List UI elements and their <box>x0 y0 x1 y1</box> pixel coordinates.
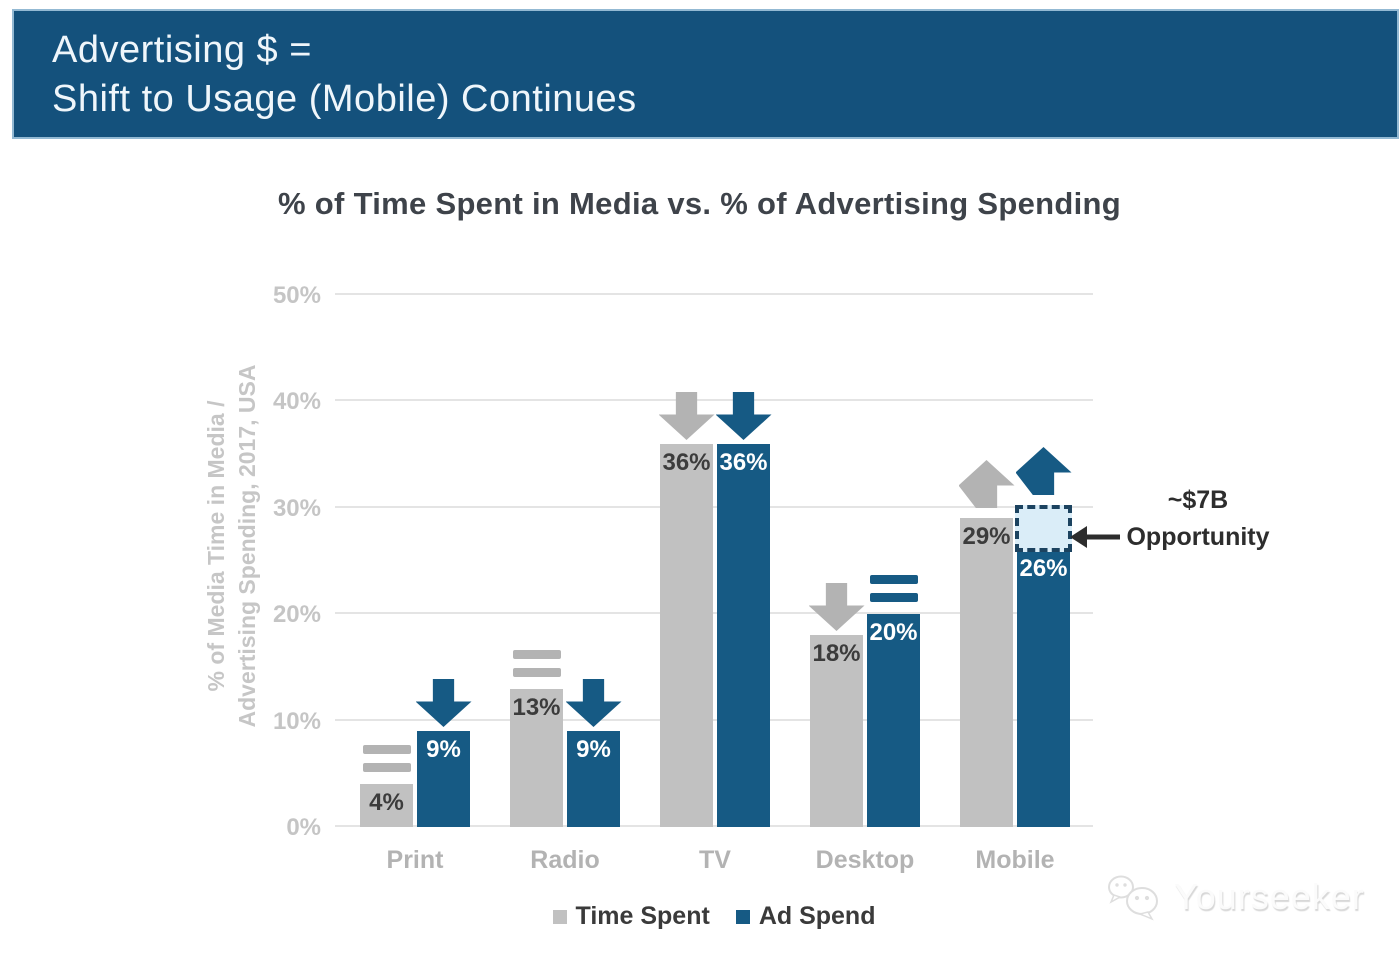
x-category-label: Mobile <box>975 846 1055 874</box>
trend-flat-icon <box>512 650 561 677</box>
opportunity-annotation: ~$7B Opportunity <box>1108 482 1288 556</box>
bar-value-label: 9% <box>576 736 611 763</box>
chart-legend: Time Spent Ad Spend <box>335 902 1093 931</box>
y-tick-label: 30% <box>272 494 321 522</box>
legend-swatch-ad-spend <box>735 909 750 924</box>
bar-ad-spend-tv: 36% <box>717 444 770 827</box>
legend-swatch-time-spent <box>552 909 567 924</box>
y-tick-label: 50% <box>272 282 321 309</box>
banner-title-line2: Shift to Usage (Mobile) Continues <box>52 78 637 120</box>
bar-time-spent-radio: 13% <box>510 689 563 827</box>
bar-value-label: 13% <box>512 694 561 721</box>
x-category-label: Print <box>386 846 444 874</box>
bar-value-label: 29% <box>962 523 1011 550</box>
legend-label: Ad Spend <box>758 902 876 930</box>
bar-time-spent-tv: 36% <box>660 444 713 827</box>
bar-time-spent-mobile: 29% <box>960 518 1013 827</box>
bar-value-label: 18% <box>812 640 861 667</box>
bar-value-label: 20% <box>869 619 918 646</box>
trend-flat-icon <box>362 745 411 772</box>
header-banner: Advertising $ = Shift to Usage (Mobile) … <box>12 9 1399 139</box>
x-category-label: TV <box>699 846 731 874</box>
plot-area: 0% 10% 20% 30% 40% 50% Print 4% 9% Radio 13% 9% TV 36… <box>273 275 1093 874</box>
gridline-20% <box>335 612 1093 615</box>
opportunity-annotation-line2: Opportunity <box>1126 523 1270 551</box>
bar-value-label: 36% <box>662 449 711 476</box>
trend-up-icon <box>1015 447 1072 495</box>
legend-label: Time Spent <box>575 902 710 930</box>
chart-title: % of Time Spent in Media vs. % of Advert… <box>278 186 1121 221</box>
bar-value-label: 26% <box>1019 555 1068 582</box>
banner-title-line1: Advertising $ = <box>52 29 312 71</box>
gridline-50% <box>335 293 1093 295</box>
trend-down-icon <box>808 583 865 631</box>
x-category-label: Radio <box>530 846 600 874</box>
watermark-text: Yourseeker <box>1174 876 1365 917</box>
trend-up-icon <box>958 460 1015 508</box>
gridline-10% <box>335 718 1093 721</box>
bar-value-label: 9% <box>426 736 461 763</box>
annotation-left-arrow-icon <box>1070 526 1120 548</box>
y-tick-label: 40% <box>272 388 321 416</box>
legend-item-ad-spend: Ad Spend <box>735 902 876 931</box>
bar-time-spent-print: 4% <box>360 784 413 827</box>
gridline-40% <box>335 399 1093 402</box>
bar-value-label: 36% <box>719 449 768 476</box>
trend-flat-icon <box>869 575 918 602</box>
bar-ad-spend-mobile: 26% <box>1017 550 1070 827</box>
gridline-30% <box>335 505 1093 508</box>
wechat-icon <box>1108 875 1158 921</box>
y-tick-label: 0% <box>286 814 321 841</box>
bar-value-label: 4% <box>369 789 404 816</box>
y-tick-label: 20% <box>272 601 321 629</box>
x-category-label: Desktop <box>815 846 915 874</box>
opportunity-gap-box <box>1015 505 1072 552</box>
legend-item-time-spent: Time Spent <box>552 902 710 931</box>
opportunity-annotation-line1: ~$7B <box>1167 486 1229 514</box>
y-tick-label: 10% <box>272 707 321 735</box>
bar-ad-spend-radio: 9% <box>567 731 620 827</box>
bar-time-spent-desktop: 18% <box>810 635 863 827</box>
bar-ad-spend-print: 9% <box>417 731 470 827</box>
bar-ad-spend-desktop: 20% <box>867 614 920 827</box>
watermark: Yourseeker <box>1104 872 1365 922</box>
gridline-0% <box>335 825 1093 827</box>
